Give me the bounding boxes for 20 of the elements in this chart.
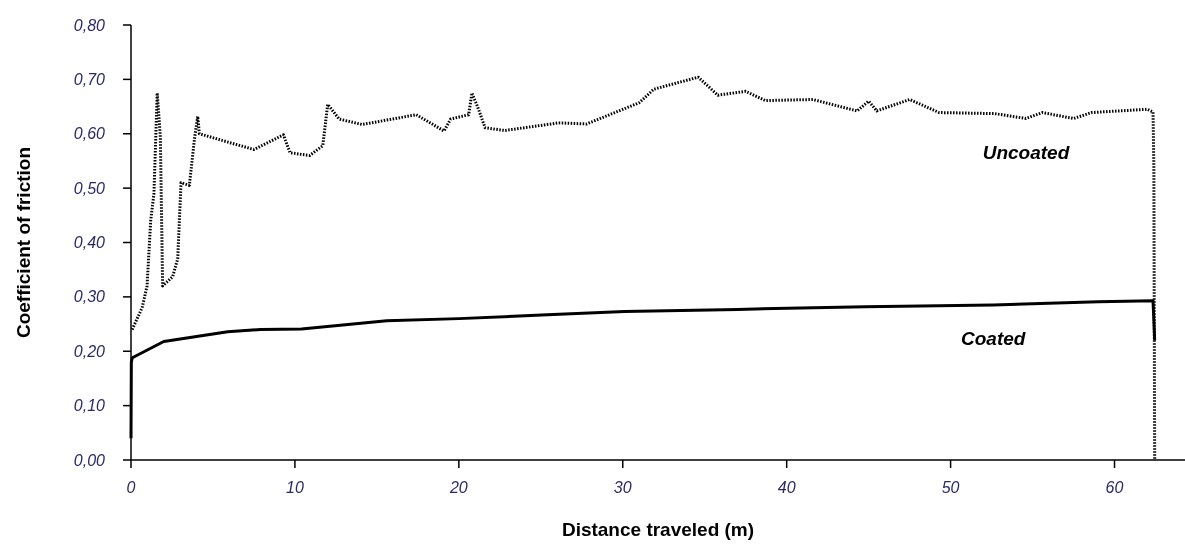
x-axis-title: Distance traveled (m) [561, 519, 755, 540]
y-tick-label: 0,60 [73, 125, 106, 143]
x-tick-label: 40 [777, 479, 796, 496]
y-tick-label: 0,80 [73, 16, 106, 34]
y-tick-label: 0,10 [73, 397, 106, 415]
y-axis-title: Coefficient of friction [13, 146, 34, 339]
y-tick-label: 0,00 [73, 451, 106, 469]
y-tick-label: 0,50 [73, 179, 106, 197]
x-tick-label: 20 [448, 479, 468, 496]
x-tick-label: 10 [286, 479, 304, 496]
x-tick-label: 0 [126, 479, 136, 496]
y-tick-label: 0,40 [73, 234, 106, 252]
x-tick-label: 60 [1105, 479, 1124, 496]
y-tick-label: 0,20 [73, 342, 106, 360]
x-tick-label: 30 [613, 479, 632, 496]
y-tick-label: 0,30 [73, 288, 106, 306]
x-tick-label: 50 [941, 479, 960, 496]
series-label: Coated [961, 328, 1026, 350]
y-tick-label: 0,70 [73, 70, 106, 88]
series-label: Uncoated [982, 141, 1070, 163]
